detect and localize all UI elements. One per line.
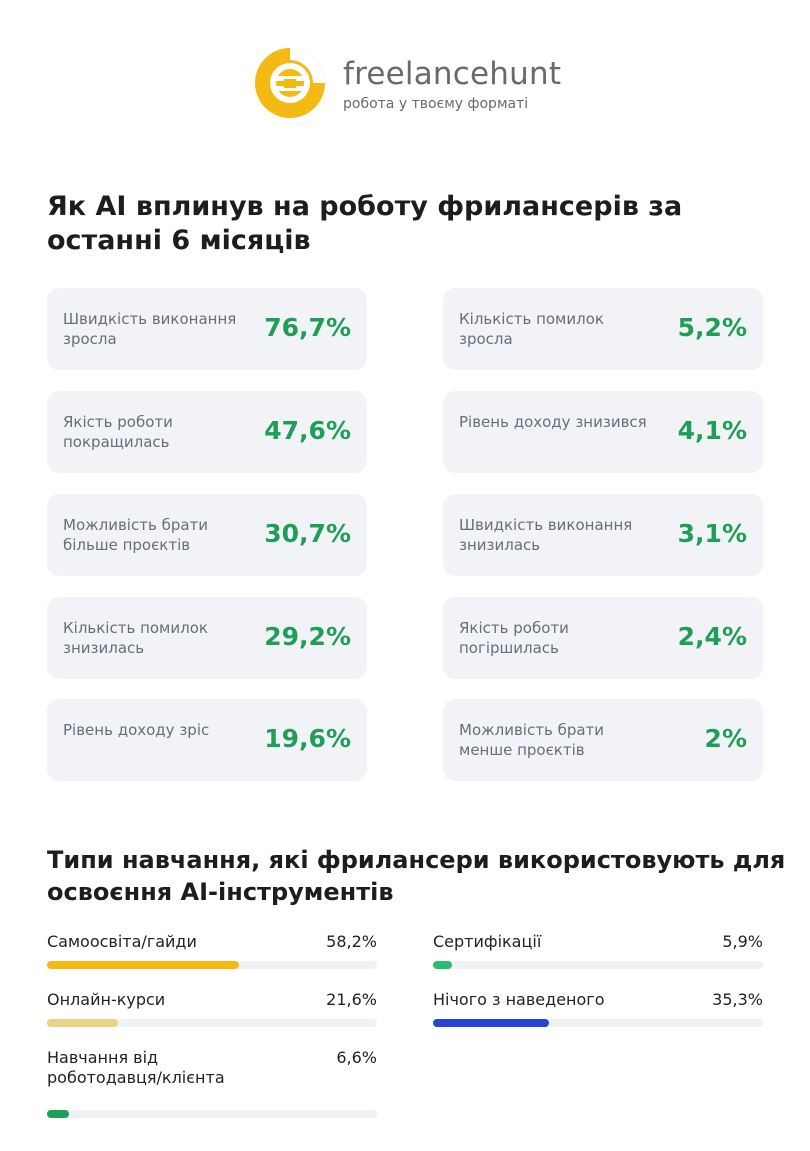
progress-track bbox=[433, 1019, 763, 1027]
brand-tagline: робота у твоєму форматі bbox=[343, 96, 529, 112]
impact-card-value: 29,2% bbox=[264, 622, 351, 651]
impact-card: Можливість брати більше проєктів 30,7% bbox=[47, 494, 367, 576]
training-item-label: Сертифікації bbox=[433, 932, 542, 951]
progress-track bbox=[47, 961, 377, 969]
training-item-label: Онлайн-курси bbox=[47, 990, 166, 1009]
impact-card-value: 3,1% bbox=[677, 519, 747, 548]
training-item-value: 5,9% bbox=[722, 932, 763, 951]
impact-card-label: Якість роботи покращилась bbox=[63, 413, 173, 451]
impact-card: Можливість брати менше проєктів 2% bbox=[443, 699, 763, 781]
progress-fill bbox=[47, 961, 240, 969]
impact-card-value: 47,6% bbox=[264, 416, 351, 445]
training-item: Самоосвіта/гайди 58,2% bbox=[47, 932, 377, 972]
impact-card-label: Кількість помилок зросла bbox=[459, 310, 604, 348]
training-item-label: Навчання від роботодавця/клієнта bbox=[47, 1048, 225, 1087]
freelancehunt-logo-icon bbox=[255, 48, 325, 118]
training-item-value: 21,6% bbox=[326, 990, 377, 1009]
training-item: Нічого з наведеного 35,3% bbox=[433, 990, 763, 1030]
impact-card: Кількість помилок зросла 5,2% bbox=[443, 288, 763, 370]
training-item-value: 35,3% bbox=[712, 990, 763, 1009]
training-item: Сертифікації 5,9% bbox=[433, 932, 763, 972]
impact-card: Якість роботи погіршилась 2,4% bbox=[443, 597, 763, 679]
training-item: Онлайн-курси 21,6% bbox=[47, 990, 377, 1030]
training-item: Навчання від роботодавця/клієнта 6,6% bbox=[47, 1048, 377, 1118]
progress-fill bbox=[433, 961, 453, 969]
impact-card-value: 5,2% bbox=[677, 313, 747, 342]
impact-card-label: Рівень доходу зріс bbox=[63, 721, 210, 739]
progress-fill bbox=[47, 1110, 69, 1118]
impact-card-label: Швидкість виконання знизилась bbox=[459, 516, 633, 554]
impact-card-label: Якість роботи погіршилась bbox=[459, 619, 569, 657]
impact-card: Швидкість виконання зросла 76,7% bbox=[47, 288, 367, 370]
impact-card-label: Швидкість виконання зросла bbox=[63, 310, 237, 348]
progress-track bbox=[433, 961, 763, 969]
impact-card-label: Можливість брати більше проєктів bbox=[63, 516, 209, 554]
impact-card: Рівень доходу зріс 19,6% bbox=[47, 699, 367, 781]
progress-fill bbox=[433, 1019, 550, 1027]
brand-name: freelancehunt bbox=[343, 56, 562, 92]
brand-logo: freelancehunt робота у твоєму форматі bbox=[253, 46, 573, 120]
impact-title: Як AI вплинув на роботу фрилансерів за о… bbox=[47, 191, 683, 256]
impact-card-value: 30,7% bbox=[264, 519, 351, 548]
impact-card: Якість роботи покращилась 47,6% bbox=[47, 391, 367, 473]
training-item-label: Самоосвіта/гайди bbox=[47, 932, 197, 951]
progress-track bbox=[47, 1019, 377, 1027]
training-item-value: 6,6% bbox=[336, 1048, 377, 1067]
progress-fill bbox=[47, 1019, 119, 1027]
impact-card-value: 2% bbox=[704, 724, 747, 753]
impact-card-label: Рівень доходу знизився bbox=[459, 413, 647, 431]
impact-card-value: 19,6% bbox=[264, 724, 351, 753]
impact-card-value: 4,1% bbox=[677, 416, 747, 445]
impact-card-label: Кількість помилок знизилась bbox=[63, 619, 208, 657]
training-item-label: Нічого з наведеного bbox=[433, 990, 605, 1009]
training-title: Типи навчання, які фрилансери використов… bbox=[47, 846, 786, 906]
progress-track bbox=[47, 1110, 377, 1118]
training-item-value: 58,2% bbox=[326, 932, 377, 951]
impact-card: Кількість помилок знизилась 29,2% bbox=[47, 597, 367, 679]
impact-card-value: 2,4% bbox=[677, 622, 747, 651]
impact-card: Рівень доходу знизився 4,1% bbox=[443, 391, 763, 473]
impact-card: Швидкість виконання знизилась 3,1% bbox=[443, 494, 763, 576]
impact-card-label: Можливість брати менше проєктів bbox=[459, 721, 605, 759]
impact-card-value: 76,7% bbox=[264, 313, 351, 342]
